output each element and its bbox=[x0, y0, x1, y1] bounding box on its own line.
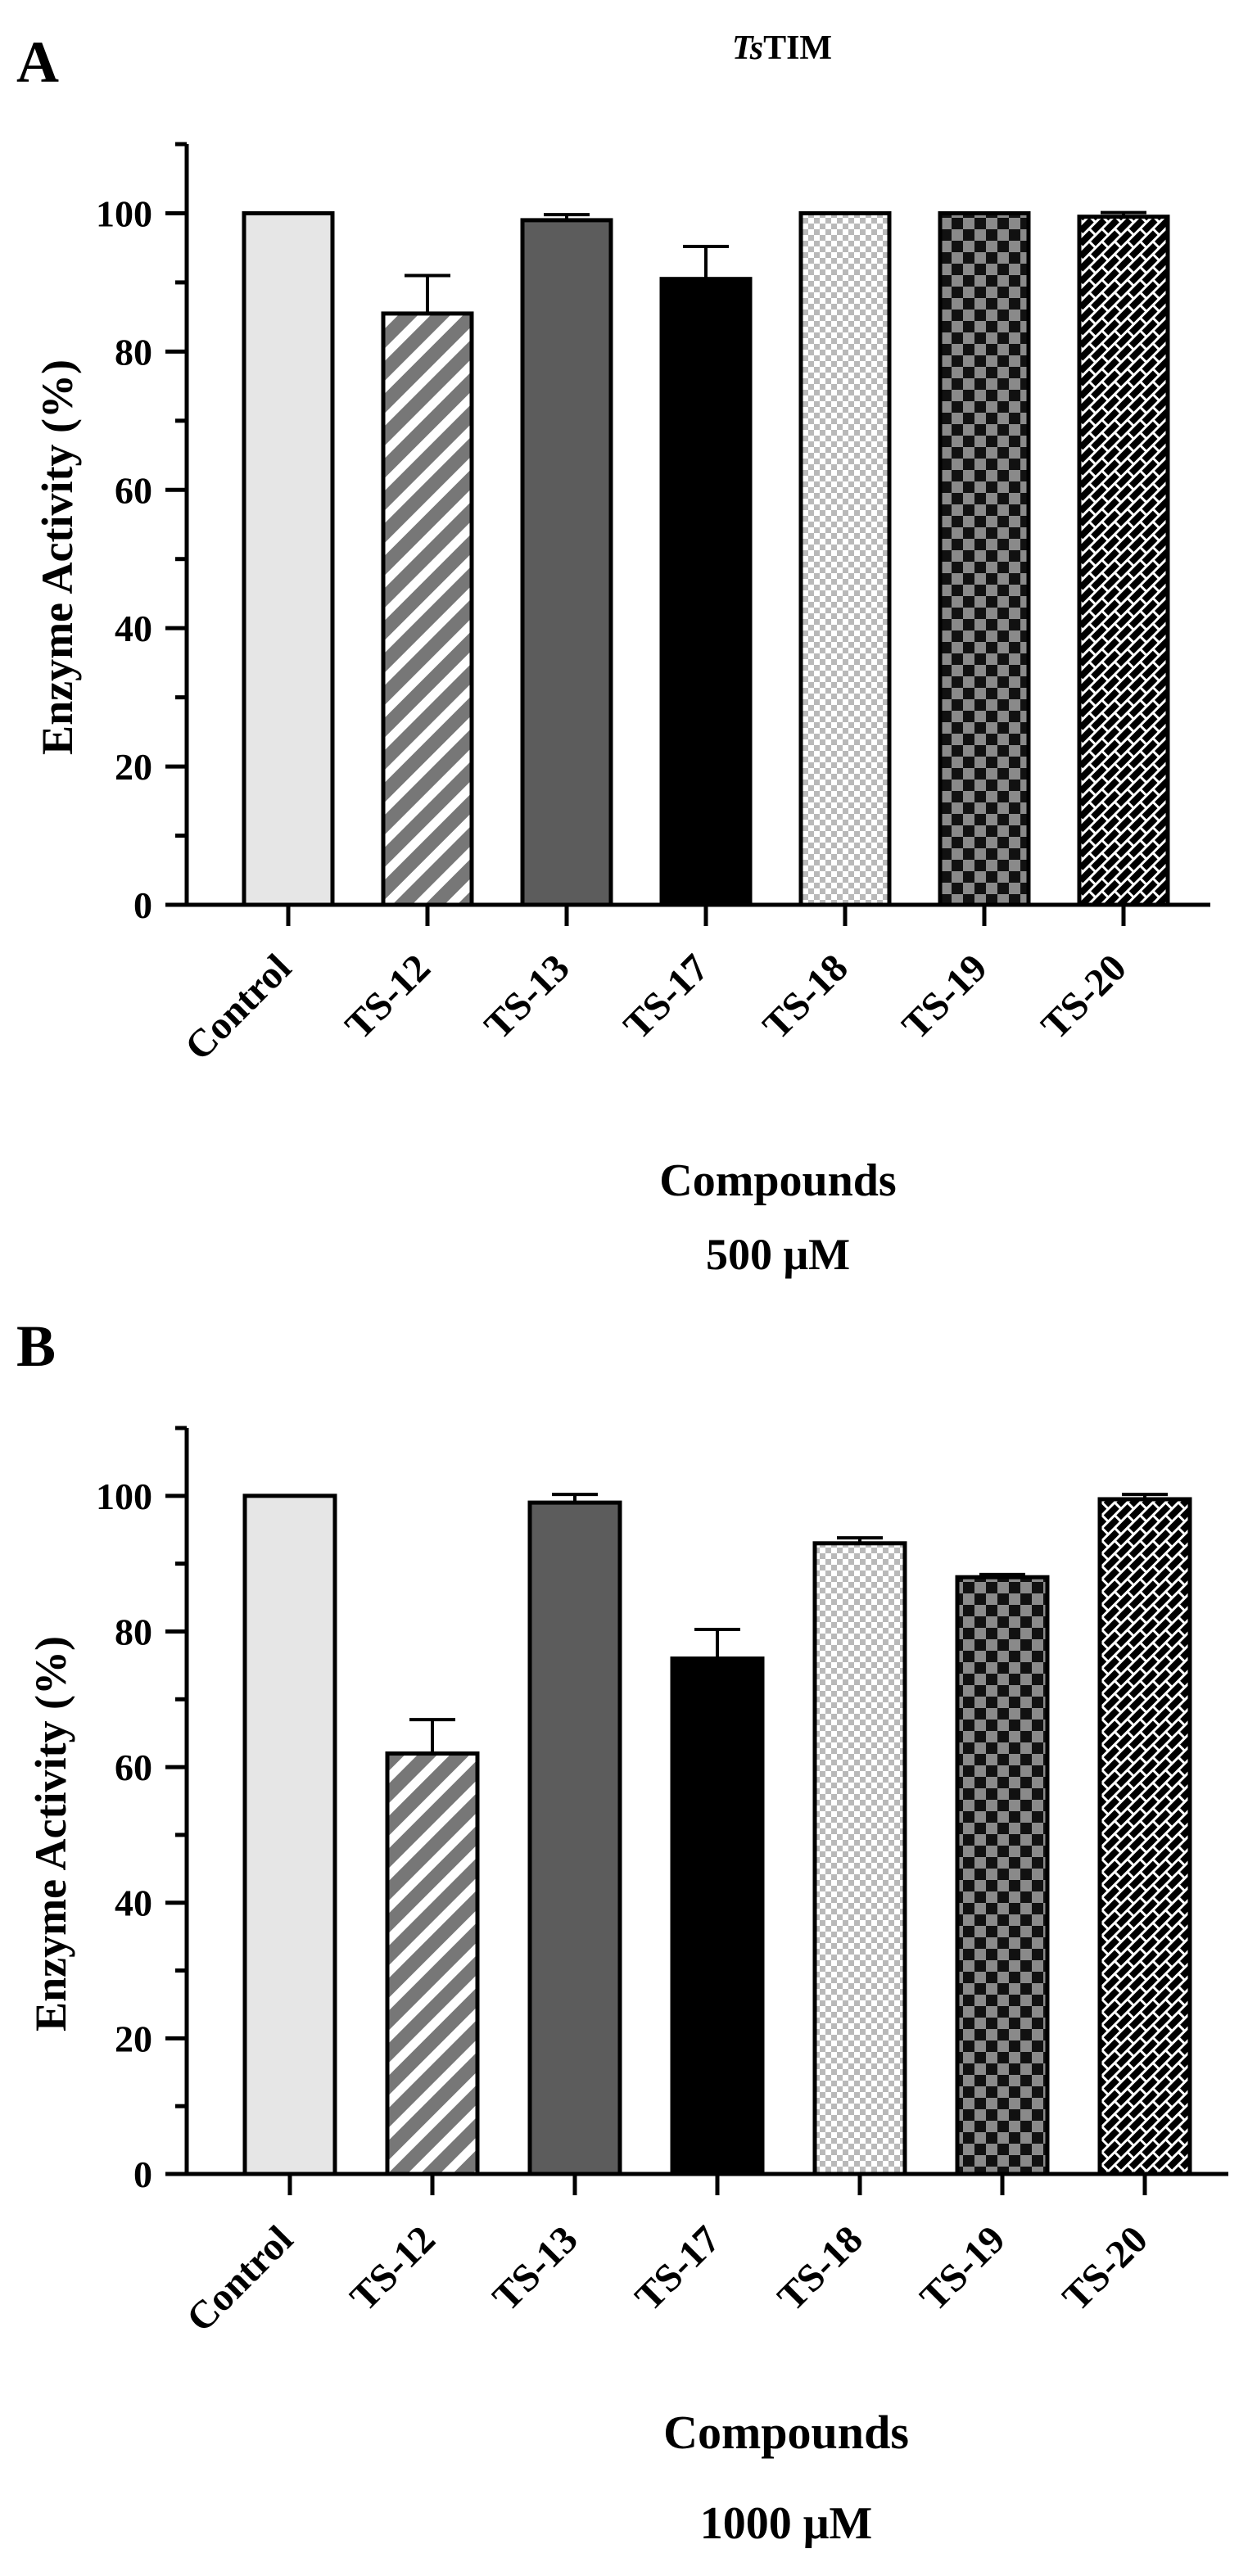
x-tick-label: Control bbox=[177, 946, 300, 1069]
axes-b bbox=[165, 1426, 1228, 2195]
y-tick-label: 60 bbox=[115, 1747, 152, 1788]
bar-ts-13 bbox=[520, 218, 613, 907]
y-axis-label-a: Enzyme Activity (%) bbox=[33, 359, 82, 755]
y-tick-label: 20 bbox=[115, 746, 152, 788]
x-axis-sublabel-b: 1000 μM bbox=[700, 2498, 873, 2549]
bar-control bbox=[242, 1494, 337, 2176]
bar-ts-13 bbox=[527, 1500, 622, 2176]
x-tick-label: TS-13 bbox=[485, 2217, 586, 2319]
figure-title-rest: TIM bbox=[763, 29, 832, 67]
x-tick-label: TS-18 bbox=[770, 2217, 871, 2319]
x-axis-label-a: Compounds bbox=[659, 1155, 896, 1206]
x-tick-label: Control bbox=[179, 2217, 301, 2340]
y-tick-label: 60 bbox=[115, 469, 152, 511]
bar-ts-17 bbox=[670, 1656, 765, 2176]
bar-ts-12 bbox=[385, 1751, 480, 2176]
figure-title: TsTIM bbox=[732, 29, 832, 67]
bar-ts-18 bbox=[812, 1541, 907, 2176]
bars-a bbox=[242, 210, 1170, 907]
bar-ts-19 bbox=[955, 1575, 1050, 2176]
y-tick-labels-a: 0 20 40 60 80 100 bbox=[96, 192, 152, 926]
x-tick-label: TS-20 bbox=[1055, 2217, 1156, 2319]
y-axis-label-b: Enzyme Activity (%) bbox=[26, 1636, 75, 2031]
bar-ts-17 bbox=[659, 277, 753, 907]
figure-title-italic: Ts bbox=[732, 29, 763, 67]
axes-a bbox=[165, 142, 1210, 926]
x-tick-label: TS-20 bbox=[1033, 946, 1135, 1047]
y-tick-label: 40 bbox=[115, 608, 152, 649]
y-tick-label: 80 bbox=[115, 1611, 152, 1652]
bar-ts-20 bbox=[1097, 1497, 1192, 2176]
x-tick-labels-b: Control TS-12 TS-13 TS-17 TS-18 TS-19 TS-20 bbox=[179, 2217, 1156, 2340]
y-tick-label: 40 bbox=[115, 1882, 152, 1924]
bar-control bbox=[242, 210, 335, 907]
x-tick-label: TS-13 bbox=[477, 946, 578, 1047]
x-tick-label: TS-17 bbox=[616, 946, 717, 1047]
panel-a: A 0 20 40 60 80 100 Control TS-12 TS-13 TS-17 TS-… bbox=[16, 29, 1210, 1279]
x-tick-label: TS-12 bbox=[342, 2217, 444, 2319]
bar-ts-20 bbox=[1077, 215, 1170, 907]
bar-ts-18 bbox=[798, 210, 892, 907]
x-axis-sublabel-a: 500 μM bbox=[706, 1230, 850, 1279]
panel-label-a: A bbox=[16, 29, 59, 95]
y-tick-label: 100 bbox=[96, 1476, 152, 1517]
x-tick-label: TS-18 bbox=[755, 946, 857, 1047]
x-tick-label: TS-17 bbox=[627, 2217, 729, 2319]
panel-label-b: B bbox=[16, 1313, 56, 1379]
bar-ts-12 bbox=[381, 311, 474, 907]
y-tick-label: 20 bbox=[115, 2018, 152, 2059]
y-tick-labels-b: 0 20 40 60 80 100 bbox=[96, 1476, 152, 2195]
y-tick-label: 80 bbox=[115, 331, 152, 373]
panel-b: B 0 20 40 60 80 100 Control TS-12 TS-13 TS-17 TS-… bbox=[16, 1313, 1228, 2549]
y-tick-label: 100 bbox=[96, 192, 152, 234]
y-tick-label: 0 bbox=[133, 884, 152, 926]
x-tick-label: TS-19 bbox=[912, 2217, 1014, 2319]
y-tick-label: 0 bbox=[133, 2153, 152, 2195]
x-tick-label: TS-19 bbox=[894, 946, 996, 1047]
x-tick-label: TS-12 bbox=[337, 946, 439, 1047]
x-tick-labels-a: Control TS-12 TS-13 TS-17 TS-18 TS-19 TS-20 bbox=[177, 946, 1135, 1069]
bar-ts-19 bbox=[938, 210, 1031, 907]
error-bars-b bbox=[409, 1493, 1168, 1754]
error-bars-a bbox=[405, 210, 1146, 314]
x-axis-label-b: Compounds bbox=[663, 2406, 909, 2459]
bars-b bbox=[242, 1494, 1192, 2176]
